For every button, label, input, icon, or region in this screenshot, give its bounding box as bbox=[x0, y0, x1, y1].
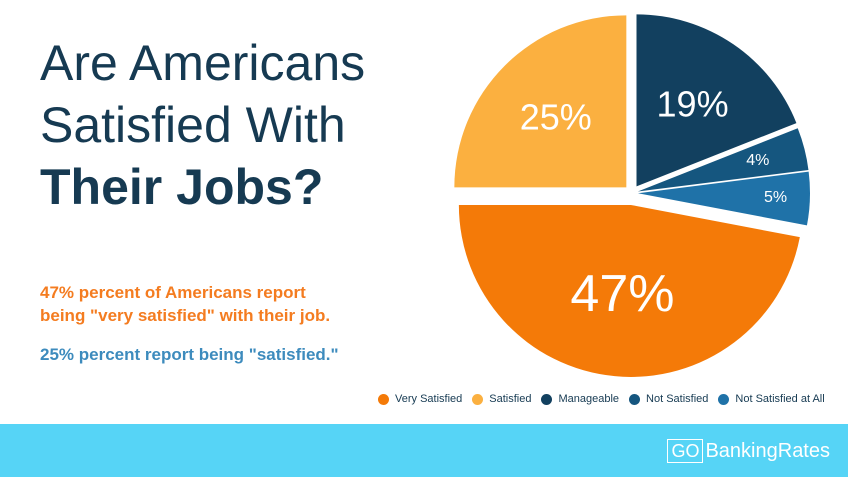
title-line-3: Their Jobs? bbox=[40, 159, 324, 215]
legend-swatch bbox=[378, 393, 389, 405]
footer-bar: GO BankingRates bbox=[0, 424, 848, 477]
satisfied-note: 25% percent report being "satisfied." bbox=[40, 343, 339, 366]
title-line-2: Satisfied With bbox=[40, 97, 346, 153]
very-satisfied-note: 47% percent of Americans report being "v… bbox=[40, 281, 330, 327]
pie-label-manageable: 19% bbox=[657, 83, 729, 124]
pie-label-satisfied: 25% bbox=[520, 96, 592, 137]
legend-label: Not Satisfied bbox=[646, 393, 709, 405]
chart-legend: Very Satisfied Satisfied Manageable Not Sat… bbox=[378, 393, 825, 405]
legend-item-not-satisfied-at-all: Not Satisfied at All bbox=[718, 393, 825, 405]
note-line-1: 47% percent of Americans report bbox=[40, 283, 306, 302]
pie-label-not-satisfied: 4% bbox=[746, 152, 769, 169]
pie-chart: 19% 4% 5% 47% 25% bbox=[454, 14, 810, 377]
pie-slice-manageable bbox=[636, 14, 797, 187]
pie-slice-not-satisfied-at-all bbox=[637, 171, 810, 226]
legend-swatch bbox=[472, 393, 484, 405]
legend-item-manageable: Manageable bbox=[541, 393, 619, 405]
note-line-2: being "very satisfied" with their job. bbox=[40, 306, 331, 325]
legend-swatch bbox=[541, 393, 553, 405]
legend-item-satisfied: Satisfied bbox=[472, 393, 531, 405]
legend-swatch bbox=[629, 393, 641, 405]
brand-logo: GO BankingRates bbox=[667, 439, 830, 463]
pie-slice-satisfied bbox=[454, 15, 627, 188]
note-line-3: 25% percent report being "satisfied." bbox=[40, 345, 339, 364]
brand-name: BankingRates bbox=[705, 439, 830, 462]
pie-slice-not-satisfied bbox=[637, 128, 809, 192]
legend-swatch bbox=[718, 393, 730, 405]
title-line-1: Are Americans bbox=[40, 35, 366, 91]
brand-go-mark: GO bbox=[667, 439, 704, 463]
chart-title: Are Americans Satisfied With Their Jobs? bbox=[40, 32, 365, 218]
pie-label-very-satisfied: 47% bbox=[570, 265, 674, 323]
legend-label: Not Satisfied at All bbox=[735, 393, 825, 405]
legend-item-not-satisfied: Not Satisfied bbox=[629, 393, 708, 405]
legend-label: Manageable bbox=[558, 393, 620, 405]
legend-label: Satisfied bbox=[489, 393, 532, 405]
legend-label: Very Satisfied bbox=[395, 393, 463, 405]
pie-label-not-satisfied-at-all: 5% bbox=[764, 189, 787, 206]
pie-slice-very-satisfied bbox=[458, 204, 800, 377]
legend-item-very-satisfied: Very Satisfied bbox=[378, 393, 462, 405]
